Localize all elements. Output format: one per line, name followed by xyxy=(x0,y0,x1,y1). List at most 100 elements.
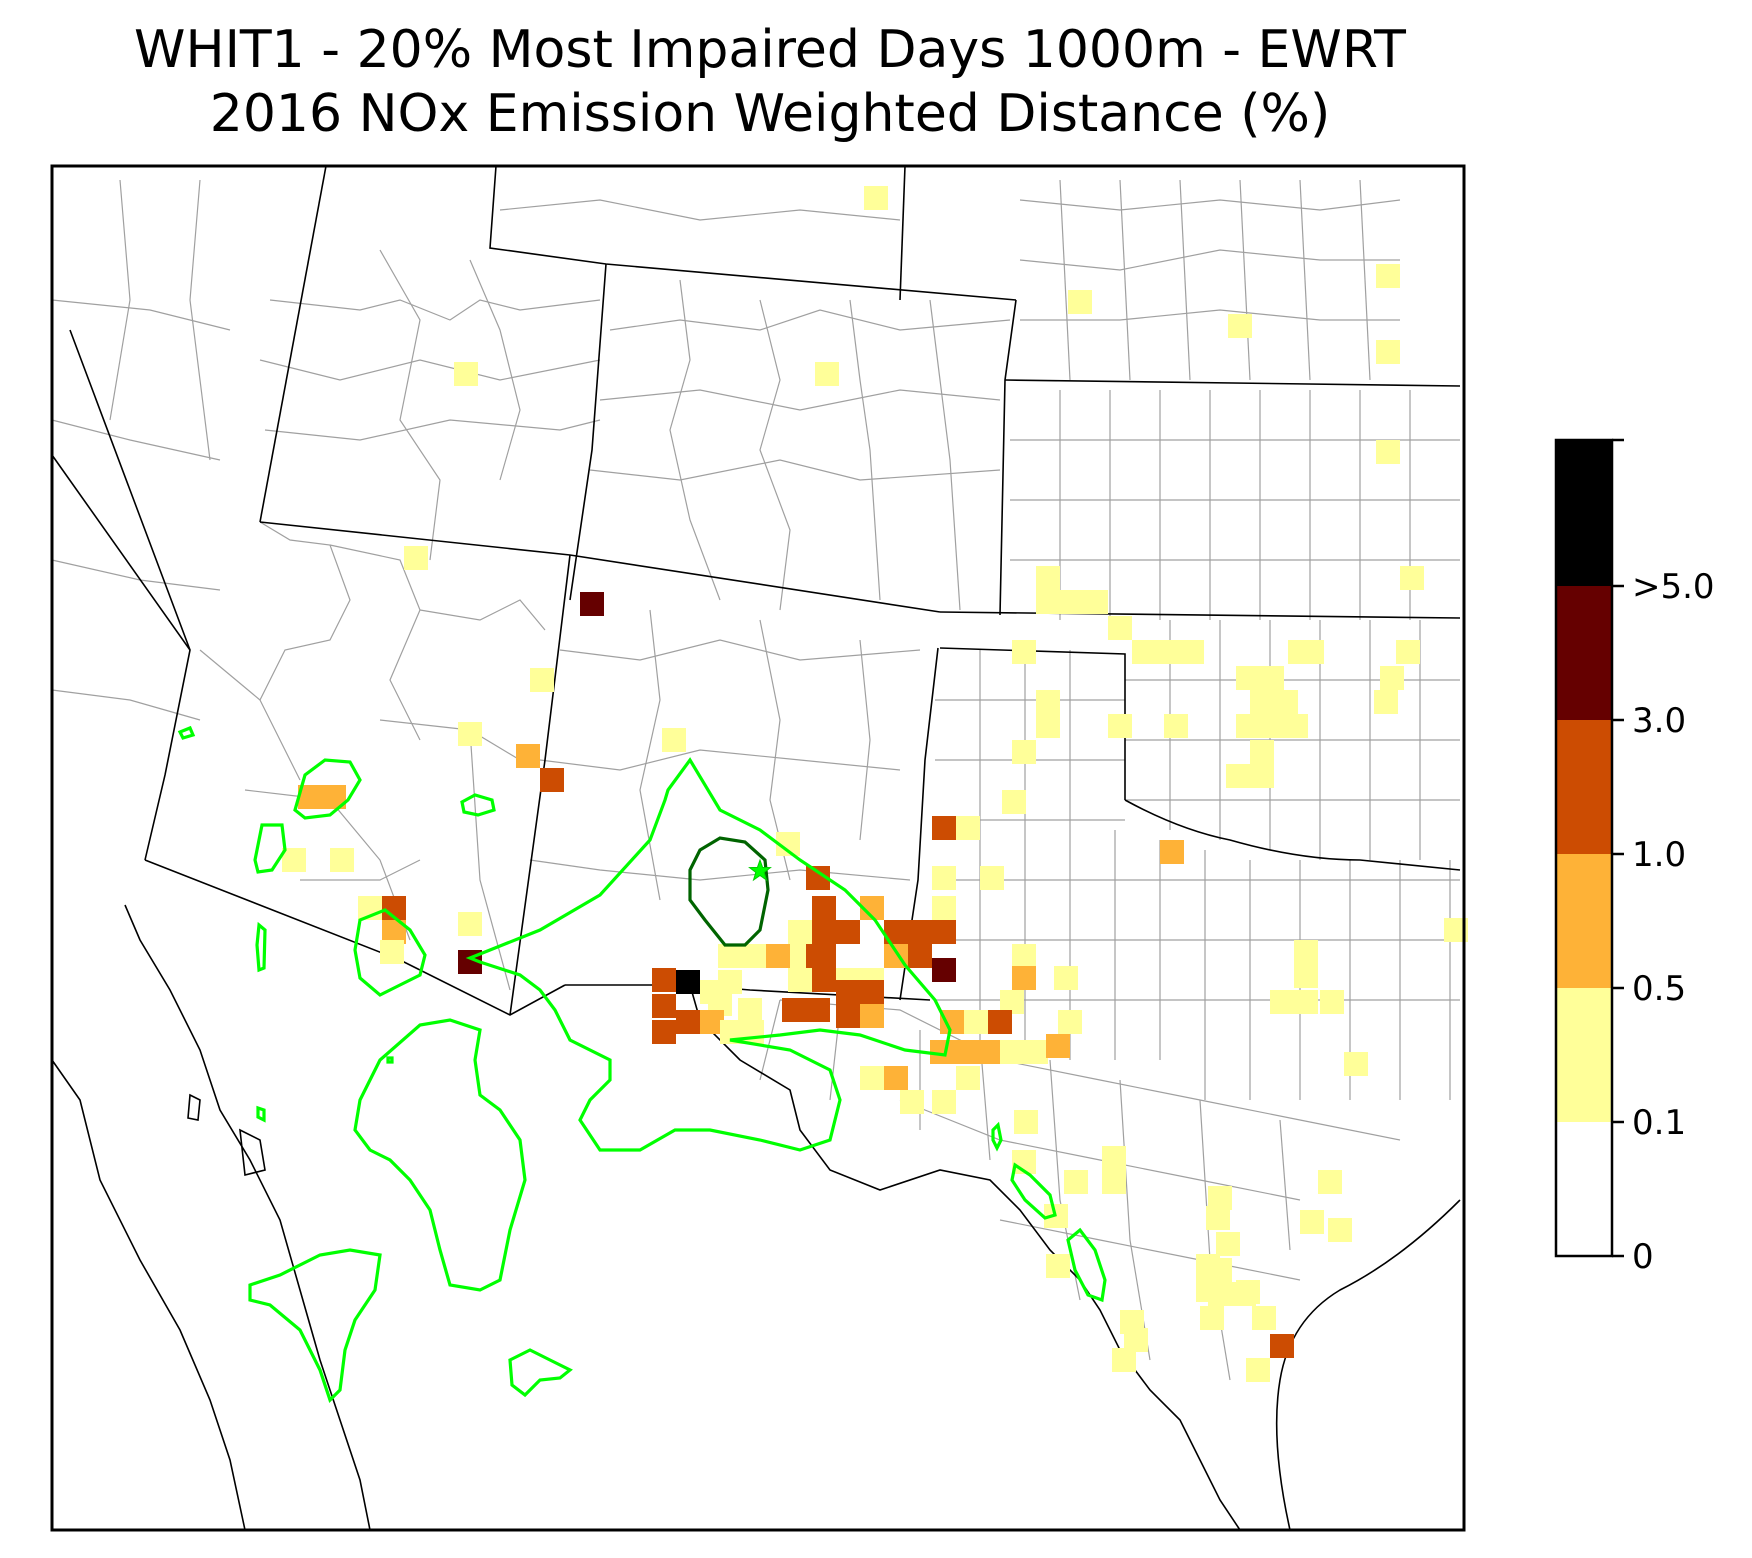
grid-cell xyxy=(1226,764,1250,788)
grid-cell xyxy=(988,1010,1012,1034)
grid-cell xyxy=(908,944,932,968)
grid-cell xyxy=(932,896,956,920)
grid-cell xyxy=(1318,1170,1342,1194)
map-frame xyxy=(50,164,1466,1532)
grid-cell xyxy=(956,1066,980,1090)
grid-cell xyxy=(1400,566,1424,590)
grid-cell xyxy=(940,1010,964,1034)
grid-cell xyxy=(1250,740,1274,764)
contour-outer-mx-1 xyxy=(353,1018,527,1292)
colorbar-bin-3 xyxy=(1556,720,1612,854)
grid-cell xyxy=(1012,966,1036,990)
grid-cell xyxy=(454,362,478,386)
grid-cell xyxy=(1108,714,1132,738)
grid-cell xyxy=(1102,1170,1126,1194)
grid-cell xyxy=(1036,566,1060,590)
grid-cell xyxy=(1376,264,1400,288)
grid-cell xyxy=(1320,990,1344,1014)
grid-cell xyxy=(652,994,676,1018)
grid-cell xyxy=(282,848,306,872)
colorbar: 0 0.1 0.5 1.0 3.0 >5.0 xyxy=(1554,438,1715,1277)
grid-cell xyxy=(1132,640,1156,664)
state-boundaries xyxy=(51,165,1461,1531)
grid-cell xyxy=(1012,944,1036,968)
grid-cell xyxy=(806,944,830,968)
grid-cell xyxy=(1328,1218,1352,1242)
grid-cell xyxy=(1046,1034,1070,1058)
grid-cell xyxy=(1164,714,1188,738)
grid-cell xyxy=(932,958,956,982)
colorbar-ticks xyxy=(1612,438,1624,1258)
contour-outer-az-3 xyxy=(353,908,427,997)
grid-cell xyxy=(1250,690,1274,714)
grid-cell xyxy=(718,944,742,968)
grid-cell xyxy=(812,896,836,920)
grid-cell xyxy=(1294,990,1318,1014)
grid-cell xyxy=(964,1010,988,1034)
grid-cell xyxy=(1064,1170,1088,1194)
grid-cell xyxy=(1252,1306,1276,1330)
grid-cell xyxy=(1376,340,1400,364)
grid-cell xyxy=(652,968,676,992)
grid-cell xyxy=(1036,590,1060,614)
grid-cell xyxy=(1012,640,1036,664)
grid-cell xyxy=(330,848,354,872)
grid-cell xyxy=(742,944,766,968)
grid-cell xyxy=(1260,714,1284,738)
title-line-2: 2016 NOx Emission Weighted Distance (%) xyxy=(209,84,1331,144)
grid-cell xyxy=(1294,964,1318,988)
grid-cell xyxy=(1246,1358,1270,1382)
grid-cell xyxy=(930,1040,954,1064)
contour-outer-misc-1 xyxy=(177,725,196,740)
grid-cell xyxy=(766,944,790,968)
contour-outer-misc-2 xyxy=(256,1105,266,1123)
grid-cell xyxy=(1054,966,1078,990)
grid-cell xyxy=(738,998,762,1022)
contour-outer-tx-1 xyxy=(1010,1162,1057,1220)
grid-cell xyxy=(1036,714,1060,738)
grid-cell xyxy=(1058,1010,1082,1034)
grid-cell xyxy=(740,1020,764,1044)
contour-outer-main xyxy=(465,757,952,1152)
grid-cell xyxy=(404,546,428,570)
grid-cell xyxy=(1012,740,1036,764)
grid-cell xyxy=(1236,666,1260,690)
grid-cell xyxy=(530,668,554,692)
colorbar-label-4: 3.0 xyxy=(1632,701,1686,741)
contour-outer-tx-2 xyxy=(1066,1227,1107,1303)
grid-cell xyxy=(1014,1110,1038,1134)
grid-cell xyxy=(836,920,860,944)
grid-cell xyxy=(806,998,830,1022)
grid-cell xyxy=(932,816,956,840)
contour-inner xyxy=(688,836,770,947)
grid-cell xyxy=(1108,616,1132,640)
grid-cell xyxy=(1156,640,1180,664)
grid-cell xyxy=(1396,640,1420,664)
grid-cell xyxy=(1196,1254,1220,1278)
grid-cell xyxy=(1284,714,1308,738)
grid-cell xyxy=(860,980,884,1004)
grid-cell xyxy=(812,920,836,944)
grid-cell xyxy=(788,920,812,944)
grid-cell xyxy=(652,1020,676,1044)
grid-cell xyxy=(836,980,860,1004)
colorbar-bin-0 xyxy=(1556,1122,1612,1256)
grid-cell xyxy=(380,940,404,964)
grid-cell xyxy=(1216,1232,1240,1256)
grid-cell xyxy=(458,912,482,936)
grid-cell xyxy=(458,722,482,746)
colorbar-bin-2 xyxy=(1556,854,1612,988)
contour-outer-az-1 xyxy=(293,758,362,820)
grid-cell xyxy=(1236,714,1260,738)
grid-cell xyxy=(864,186,888,210)
grid-cell xyxy=(860,1004,884,1028)
grid-cell xyxy=(782,998,806,1022)
colorbar-label-0: 0 xyxy=(1632,1237,1654,1277)
contour-outer-az-2 xyxy=(253,823,287,874)
contour-outer-az-5 xyxy=(255,921,267,973)
grid-cell xyxy=(676,970,700,994)
grid-cell xyxy=(1060,590,1084,614)
grid-cell xyxy=(1180,640,1204,664)
grid-cell xyxy=(932,866,956,890)
contour-outer-misc-3 xyxy=(386,1056,394,1064)
